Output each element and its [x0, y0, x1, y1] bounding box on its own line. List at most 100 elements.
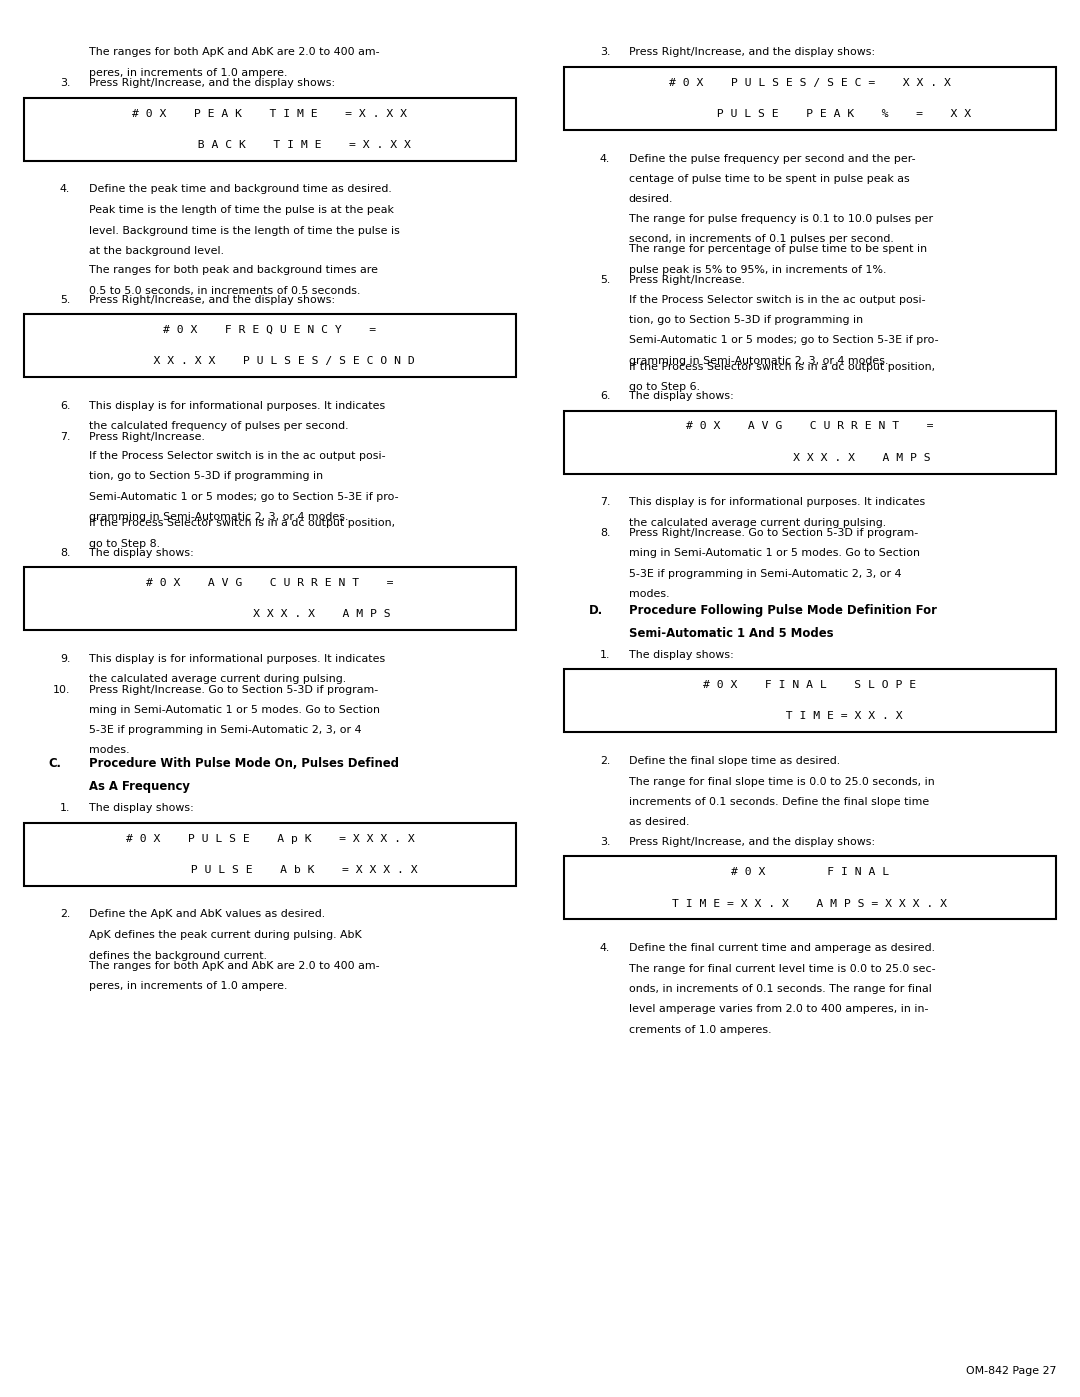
- Text: The display shows:: The display shows:: [89, 803, 193, 813]
- Text: The range for pulse frequency is 0.1 to 10.0 pulses per: The range for pulse frequency is 0.1 to …: [629, 214, 933, 224]
- Text: Semi-Automatic 1 or 5 modes; go to Section 5-3E if pro-: Semi-Automatic 1 or 5 modes; go to Secti…: [629, 335, 939, 345]
- Text: Define the final slope time as desired.: Define the final slope time as desired.: [629, 756, 839, 766]
- Text: 1.: 1.: [59, 803, 70, 813]
- Bar: [24, 314, 516, 377]
- Text: 5.: 5.: [60, 295, 70, 305]
- Text: Press Right/Increase, and the display shows:: Press Right/Increase, and the display sh…: [89, 295, 335, 305]
- Text: modes.: modes.: [629, 590, 669, 599]
- Bar: [24, 98, 516, 161]
- Text: tion, go to Section 5-3D if programming in: tion, go to Section 5-3D if programming …: [629, 314, 863, 326]
- Text: # 0 X    P E A K    T I M E    = X . X X: # 0 X P E A K T I M E = X . X X: [133, 109, 407, 119]
- Text: This display is for informational purposes. It indicates: This display is for informational purpos…: [89, 654, 384, 664]
- Text: # 0 X    A V G    C U R R E N T    =: # 0 X A V G C U R R E N T =: [146, 578, 394, 588]
- Text: The range for final slope time is 0.0 to 25.0 seconds, in: The range for final slope time is 0.0 to…: [629, 777, 934, 787]
- Text: Press Right/Increase.: Press Right/Increase.: [629, 275, 744, 285]
- Bar: [24, 823, 516, 886]
- Text: The range for percentage of pulse time to be spent in: The range for percentage of pulse time t…: [629, 244, 927, 254]
- Bar: [564, 411, 1056, 474]
- Text: 1.: 1.: [599, 650, 610, 659]
- Text: 5-3E if programming in Semi-Automatic 2, 3, or 4: 5-3E if programming in Semi-Automatic 2,…: [629, 569, 901, 578]
- Text: P U L S E    P E A K    %    =    X X: P U L S E P E A K % = X X: [648, 109, 972, 119]
- Text: As A Frequency: As A Frequency: [89, 780, 190, 793]
- Text: Define the peak time and background time as desired.: Define the peak time and background time…: [89, 184, 391, 194]
- Text: P U L S E    A b K    = X X X . X: P U L S E A b K = X X X . X: [122, 865, 418, 875]
- Text: OM-842 Page 27: OM-842 Page 27: [966, 1366, 1056, 1376]
- Text: If the Process Selector switch is in a dc output position,: If the Process Selector switch is in a d…: [629, 362, 934, 372]
- Text: 3.: 3.: [599, 47, 610, 57]
- Text: Define the ApK and AbK values as desired.: Define the ApK and AbK values as desired…: [89, 909, 325, 919]
- Text: the calculated average current during pulsing.: the calculated average current during pu…: [89, 673, 346, 685]
- Text: 3.: 3.: [599, 837, 610, 847]
- Text: crements of 1.0 amperes.: crements of 1.0 amperes.: [629, 1025, 771, 1035]
- Text: at the background level.: at the background level.: [89, 246, 224, 256]
- Text: Press Right/Increase, and the display shows:: Press Right/Increase, and the display sh…: [89, 78, 335, 88]
- Text: The display shows:: The display shows:: [629, 391, 733, 401]
- Text: Semi-Automatic 1 or 5 modes; go to Section 5-3E if pro-: Semi-Automatic 1 or 5 modes; go to Secti…: [89, 492, 399, 502]
- Text: The display shows:: The display shows:: [629, 650, 733, 659]
- Text: # 0 X    P U L S E S / S E C =    X X . X: # 0 X P U L S E S / S E C = X X . X: [670, 78, 950, 88]
- Text: # 0 X    F I N A L    S L O P E: # 0 X F I N A L S L O P E: [703, 680, 917, 690]
- Text: ming in Semi-Automatic 1 or 5 modes. Go to Section: ming in Semi-Automatic 1 or 5 modes. Go …: [89, 705, 379, 715]
- Bar: [564, 669, 1056, 732]
- Text: The display shows:: The display shows:: [89, 548, 193, 557]
- Text: 4.: 4.: [600, 943, 610, 953]
- Text: Procedure Following Pulse Mode Definition For: Procedure Following Pulse Mode Definitio…: [629, 604, 936, 616]
- Text: C.: C.: [49, 757, 62, 770]
- Text: Procedure With Pulse Mode On, Pulses Defined: Procedure With Pulse Mode On, Pulses Def…: [89, 757, 399, 770]
- Text: 6.: 6.: [599, 391, 610, 401]
- Text: pulse peak is 5% to 95%, in increments of 1%.: pulse peak is 5% to 95%, in increments o…: [629, 265, 886, 275]
- Text: the calculated frequency of pulses per second.: the calculated frequency of pulses per s…: [89, 422, 348, 432]
- Text: # 0 X    A V G    C U R R E N T    =: # 0 X A V G C U R R E N T =: [686, 422, 934, 432]
- Text: The ranges for both ApK and AbK are 2.0 to 400 am-: The ranges for both ApK and AbK are 2.0 …: [89, 47, 379, 57]
- Text: This display is for informational purposes. It indicates: This display is for informational purpos…: [629, 497, 924, 507]
- Text: 4.: 4.: [60, 184, 70, 194]
- Text: Peak time is the length of time the pulse is at the peak: Peak time is the length of time the puls…: [89, 205, 393, 215]
- Bar: [564, 856, 1056, 919]
- Text: X X . X X    P U L S E S / S E C O N D: X X . X X P U L S E S / S E C O N D: [125, 356, 415, 366]
- Text: 9.: 9.: [59, 654, 70, 664]
- Text: This display is for informational purposes. It indicates: This display is for informational purpos…: [89, 401, 384, 411]
- Text: 5.: 5.: [600, 275, 610, 285]
- Text: go to Step 6.: go to Step 6.: [629, 381, 700, 393]
- Text: The range for final current level time is 0.0 to 25.0 sec-: The range for final current level time i…: [629, 964, 935, 974]
- Text: gramming in Semi-Automatic 2, 3, or 4 modes.: gramming in Semi-Automatic 2, 3, or 4 mo…: [629, 355, 888, 366]
- Text: ming in Semi-Automatic 1 or 5 modes. Go to Section: ming in Semi-Automatic 1 or 5 modes. Go …: [629, 549, 919, 559]
- Text: 3.: 3.: [59, 78, 70, 88]
- Text: go to Step 8.: go to Step 8.: [89, 538, 160, 549]
- Text: The ranges for both ApK and AbK are 2.0 to 400 am-: The ranges for both ApK and AbK are 2.0 …: [89, 961, 379, 971]
- Text: B A C K    T I M E    = X . X X: B A C K T I M E = X . X X: [130, 140, 410, 149]
- Text: level amperage varies from 2.0 to 400 amperes, in in-: level amperage varies from 2.0 to 400 am…: [629, 1004, 928, 1014]
- Text: Press Right/Increase. Go to Section 5-3D if program-: Press Right/Increase. Go to Section 5-3D…: [89, 685, 378, 694]
- Text: 10.: 10.: [53, 685, 70, 694]
- Text: The ranges for both peak and background times are: The ranges for both peak and background …: [89, 265, 378, 275]
- Text: # 0 X    F R E Q U E N C Y    =: # 0 X F R E Q U E N C Y =: [163, 326, 377, 335]
- Text: defines the background current.: defines the background current.: [89, 950, 267, 961]
- Text: ApK defines the peak current during pulsing. AbK: ApK defines the peak current during puls…: [89, 930, 362, 940]
- Text: # 0 X         F I N A L: # 0 X F I N A L: [731, 868, 889, 877]
- Text: level. Background time is the length of time the pulse is: level. Background time is the length of …: [89, 225, 400, 236]
- Text: desired.: desired.: [629, 194, 673, 204]
- Text: If the Process Selector switch is in a dc output position,: If the Process Selector switch is in a d…: [89, 518, 394, 528]
- Bar: [24, 567, 516, 630]
- Text: 2.: 2.: [60, 909, 70, 919]
- Text: second, in increments of 0.1 pulses per second.: second, in increments of 0.1 pulses per …: [629, 233, 893, 244]
- Text: Semi-Automatic 1 And 5 Modes: Semi-Automatic 1 And 5 Modes: [629, 626, 833, 640]
- Text: Press Right/Increase. Go to Section 5-3D if program-: Press Right/Increase. Go to Section 5-3D…: [629, 528, 918, 538]
- Text: increments of 0.1 seconds. Define the final slope time: increments of 0.1 seconds. Define the fi…: [629, 796, 929, 807]
- Text: 7.: 7.: [599, 497, 610, 507]
- Text: 6.: 6.: [59, 401, 70, 411]
- Text: D.: D.: [589, 604, 603, 616]
- Text: 8.: 8.: [599, 528, 610, 538]
- Text: 7.: 7.: [59, 432, 70, 441]
- Text: Define the final current time and amperage as desired.: Define the final current time and ampera…: [629, 943, 934, 953]
- Text: 8.: 8.: [59, 548, 70, 557]
- Text: peres, in increments of 1.0 ampere.: peres, in increments of 1.0 ampere.: [89, 982, 287, 992]
- Text: Press Right/Increase.: Press Right/Increase.: [89, 432, 204, 441]
- Text: Press Right/Increase, and the display shows:: Press Right/Increase, and the display sh…: [629, 837, 875, 847]
- Text: centage of pulse time to be spent in pulse peak as: centage of pulse time to be spent in pul…: [629, 175, 909, 184]
- Text: 4.: 4.: [600, 154, 610, 163]
- Text: T I M E = X X . X    A M P S = X X X . X: T I M E = X X . X A M P S = X X X . X: [673, 898, 947, 908]
- Text: Define the pulse frequency per second and the per-: Define the pulse frequency per second an…: [629, 154, 915, 163]
- Text: T I M E = X X . X: T I M E = X X . X: [717, 711, 903, 721]
- Text: X X X . X    A M P S: X X X . X A M P S: [690, 453, 930, 462]
